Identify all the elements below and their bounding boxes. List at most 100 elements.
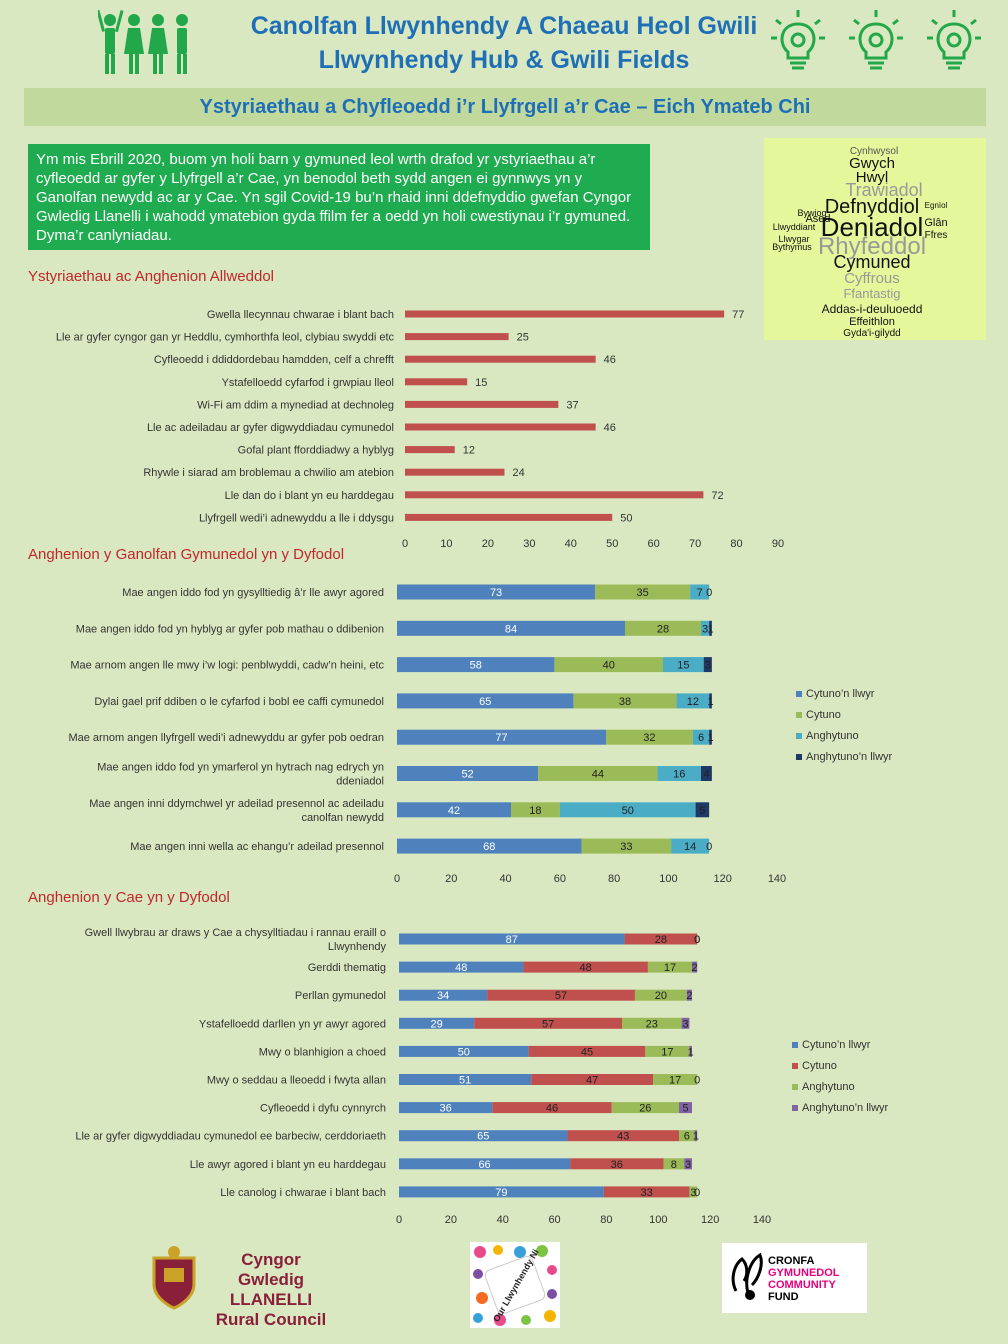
bar-segment [657,766,701,781]
data-label: 23 [646,1018,658,1030]
cloud-word: Egnïol [925,201,948,210]
data-label: 46 [546,1103,558,1115]
llanelli-council-logo: Cyngor Gwledig LLANELLI Rural Council [146,1244,346,1329]
x-tick-label: 40 [497,1214,509,1226]
data-label: 0 [694,1075,700,1087]
x-tick-label: 0 [402,538,408,550]
bar [405,446,455,454]
data-label: 1 [688,1046,694,1058]
crossed-fingers-icon [731,1252,763,1300]
legend-swatch [796,712,802,718]
data-label: 26 [639,1103,651,1115]
page-title-welsh: Canolfan Llwynhendy A Chaeau Heol Gwili [250,12,758,40]
x-tick-label: 120 [714,873,732,885]
data-label: 3 [690,1187,696,1199]
x-tick-label: 80 [608,873,620,885]
bar-segment [690,584,710,600]
bar-segment [397,802,511,818]
category-label: ddeniadol [336,776,384,788]
category-label: Dylai gael prif ddiben o le cyfarfod i b… [94,696,384,708]
lightbulb-gear-icon [849,10,903,70]
bar-segment [603,1186,690,1198]
x-tick-label: 120 [701,1214,719,1226]
bar-segment [474,1017,622,1029]
cloud-word: Glân [924,217,947,229]
data-label: 48 [455,962,467,974]
cloud-word: Trawiadol [845,180,922,200]
data-label: 52 [461,769,473,781]
bar-segment [397,584,596,600]
data-label: 77 [495,732,507,744]
category-label: Mae angen inni wella ac ehangu’r adeilad… [130,841,384,853]
x-tick-label: 80 [600,1214,612,1226]
data-label: 48 [580,962,592,974]
data-label: 65 [479,696,491,708]
cloud-word: Bythymus [772,242,812,252]
bar-segment [645,1045,690,1057]
x-tick-label: 100 [649,1214,667,1226]
cloud-word: Bywiog [797,208,826,218]
category-label: Lle canolog i chwarae i blant bach [220,1187,386,1199]
bar [405,378,468,386]
data-label: 73 [490,587,502,599]
legend-label: Anghytuno [802,1081,855,1093]
bar [405,513,613,521]
section-banner: Ystyriaethau a Chyfleoedd i’r Llyfrgell … [24,88,986,126]
lightbulb-gear-icon [927,10,981,70]
cloud-word: Llwygar [778,234,809,244]
chart1-title: Ystyriaethau ac Anghenion Allweddol [28,268,275,285]
bar-segment [559,802,696,818]
x-tick-label: 60 [554,873,566,885]
bar-segment [621,1017,682,1029]
bar-segment [624,933,698,945]
data-label: 20 [655,990,667,1002]
category-label: Mae angen iddo fod yn gysylltiedig â’r l… [122,587,384,599]
bar [405,491,704,499]
banner-title: Ystyriaethau a Chyfleoedd i’r Llyfrgell … [199,96,811,118]
bar-segment [709,693,712,709]
data-label: 36 [611,1159,623,1171]
bar [405,468,505,476]
legend-swatch [792,1084,798,1090]
bar [405,333,509,341]
bar-segment [695,802,710,818]
category-label: Mae angen iddo fod yn hyblyg ar gyfer po… [76,623,384,635]
legend-swatch [796,754,802,760]
bar-segment [399,1158,571,1170]
bar-segment [397,620,625,636]
bar [405,310,725,318]
x-tick-label: 60 [648,538,660,550]
bar-segment [399,1045,529,1057]
x-tick-label: 0 [396,1214,402,1226]
bar-segment [399,1102,493,1114]
x-tick-label: 80 [730,538,742,550]
x-tick-label: 20 [445,873,457,885]
community-fund-logo: CRONFA GYMUNEDOL COMMUNITY FUND [722,1243,867,1313]
data-label: 0 [694,934,700,946]
bar-segment [567,1130,680,1142]
bar-segment [691,961,698,973]
fund-line3: COMMUNITY [768,1279,836,1291]
category-label: Cyfleoedd i ddiddordebau hamdden, celf a… [154,354,394,366]
cloud-word: Cyffrous [844,270,900,287]
bar [405,355,596,363]
bar-segment [684,1158,692,1170]
data-label: 35 [637,587,649,599]
puzzle-mosaic-icon: Our Llwynhendy Ni [473,1245,557,1326]
bar-segment [686,989,692,1001]
data-label: 17 [661,1046,673,1058]
bar-segment [701,620,710,636]
cloud-word: Gwych [849,155,895,172]
legend-swatch [792,1042,798,1048]
data-label: 15 [677,660,689,672]
page-title-english: Llwynhendy Hub & Gwili Fields [318,46,690,74]
data-label: 66 [478,1159,490,1171]
chart-key-needs: 0 10 20 30 40 50 60 70 80 90 Gwella llecynnau chwa… [56,309,784,550]
bar-segment [581,838,672,854]
data-label: 57 [542,1018,554,1030]
category-label: Lle ar gyfer digwyddiadau cymunedol ee b… [75,1131,386,1143]
data-label: 45 [581,1046,593,1058]
cloud-word: Hwyl [856,169,889,186]
bar-segment [694,1130,698,1142]
data-label: 7 [697,587,703,599]
